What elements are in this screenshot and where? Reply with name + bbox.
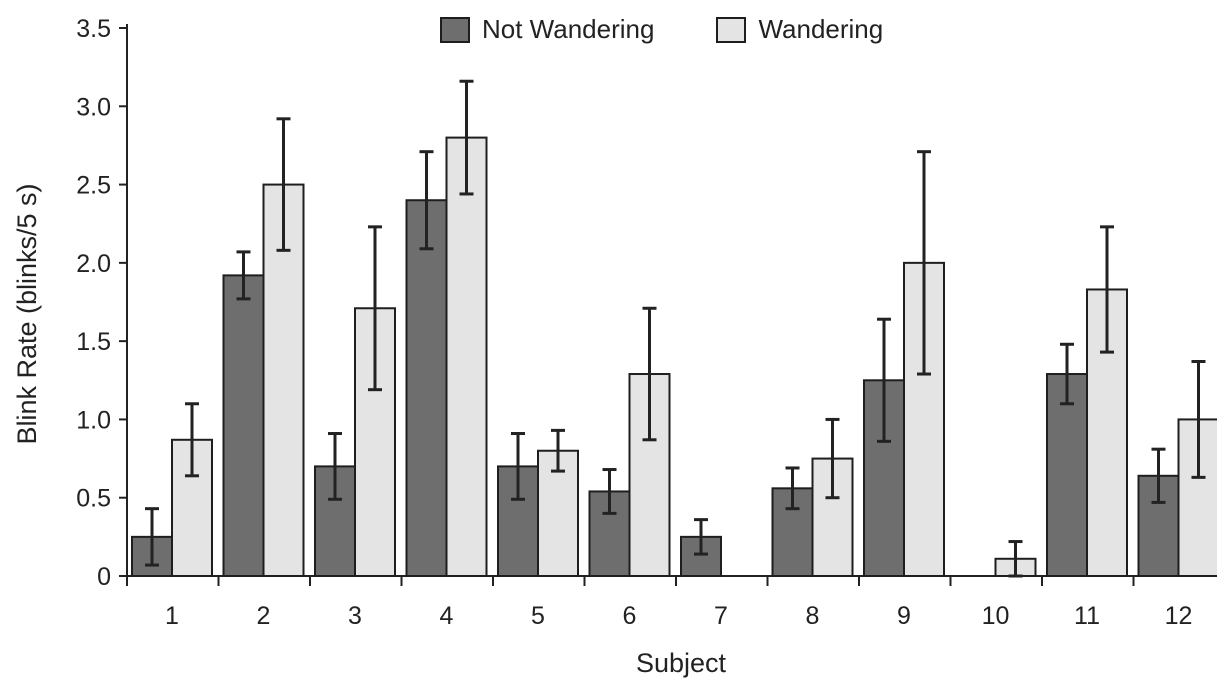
y-tick-label: 3.5 — [76, 15, 111, 43]
x-tick-label: 7 — [714, 602, 728, 630]
y-tick-label: 0.5 — [76, 485, 111, 513]
x-tick-label: 12 — [1165, 602, 1193, 630]
bar-not-wandering — [407, 200, 447, 576]
y-tick-label: 0 — [97, 563, 111, 591]
x-tick-label: 8 — [806, 602, 820, 630]
y-axis-title: Blink Rate (blinks/5 s) — [12, 183, 42, 444]
y-tick-label: 2.0 — [76, 250, 111, 278]
x-tick-label: 11 — [1074, 602, 1100, 630]
y-tick-label: 2.5 — [76, 172, 111, 200]
x-tick-label: 9 — [897, 602, 911, 630]
y-tick-label: 1.0 — [76, 406, 111, 434]
x-tick-label: 1 — [165, 602, 179, 630]
x-tick-label: 10 — [982, 602, 1010, 630]
legend-label-not-wandering: Not Wandering — [482, 14, 654, 45]
legend-label-wandering: Wandering — [758, 14, 883, 45]
bar-not-wandering — [224, 275, 264, 576]
x-tick-label: 2 — [257, 602, 271, 630]
x-tick-label: 3 — [348, 602, 362, 630]
legend-swatch-wandering — [716, 17, 746, 43]
legend-swatch-not-wandering — [440, 17, 470, 43]
x-tick-label: 6 — [623, 602, 637, 630]
legend-item-wandering: Wandering — [716, 14, 883, 45]
bar-wandering — [447, 138, 487, 576]
x-axis-title: Subject — [636, 648, 727, 678]
x-tick-label: 4 — [440, 602, 454, 630]
y-tick-label: 3.0 — [76, 93, 111, 121]
legend: Not Wandering Wandering — [440, 14, 945, 45]
legend-item-not-wandering: Not Wandering — [440, 14, 654, 45]
x-tick-label: 5 — [531, 602, 545, 630]
y-tick-label: 1.5 — [76, 328, 111, 356]
